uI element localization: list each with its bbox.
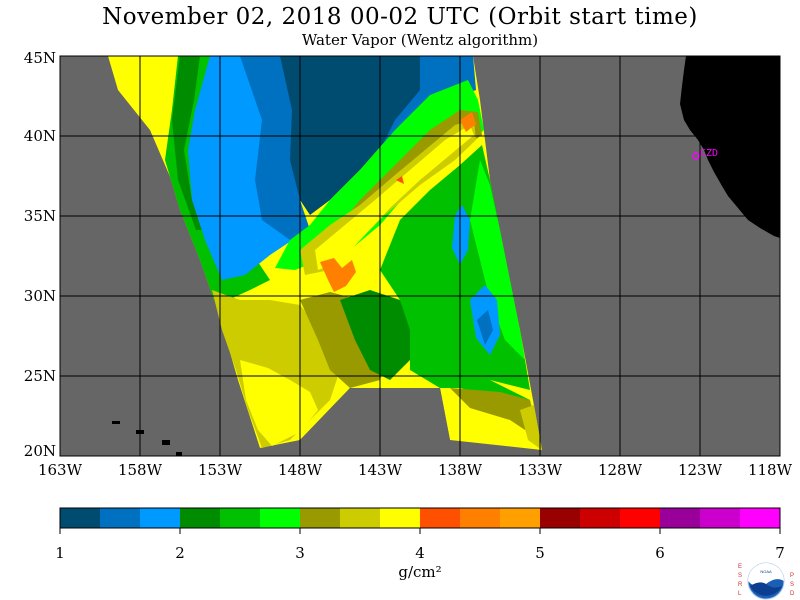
colorbar-tick-label: 3 [295,544,305,562]
colorbar-swatch [740,508,781,528]
noaa-logo: E S R L P S D NOAA [738,562,795,600]
colorbar-swatch [460,508,501,528]
lon-label: 123W [677,461,723,479]
colorbar-tick-label: 6 [655,544,665,562]
lon-label: 133W [517,461,563,479]
colorbar-tick-label: 7 [775,544,785,562]
lon-label: 143W [357,461,403,479]
lon-label: 138W [437,461,483,479]
colorbar-swatch [700,508,741,528]
lat-label: 35N [23,207,56,225]
colorbar [60,508,781,528]
lon-label: 153W [197,461,243,479]
lon-label: 118W [747,461,793,479]
colorbar-swatch [100,508,141,528]
colorbar-swatch [180,508,221,528]
lat-label: 40N [23,127,56,145]
logo-psd-letter: D [790,591,795,597]
colorbar-swatch [580,508,621,528]
colorbar-tick-label: 2 [175,544,185,562]
colorbar-swatch [340,508,381,528]
station-marker [692,152,700,160]
map-subtitle: Water Vapor (Wentz algorithm) [301,31,539,49]
lat-label: 25N [23,367,56,385]
colorbar-swatch [60,508,101,528]
colorbar-units: g/cm² [398,563,442,581]
logo-esrl-letter: R [738,582,743,588]
lon-label: 163W [37,461,83,479]
colorbar-swatch [140,508,181,528]
logo-esrl-letter: E [738,564,742,570]
map-frame [59,55,781,457]
logo-noaa-text: NOAA [760,569,772,574]
colorbar-ticks [59,528,781,534]
logo-esrl-letter: S [738,573,742,579]
colorbar-tick-label: 1 [55,544,65,562]
colorbar-tick-label: 4 [415,544,425,562]
colorbar-swatch [220,508,261,528]
lat-label: 45N [23,49,56,67]
colorbar-swatch [500,508,541,528]
lon-label: 128W [597,461,643,479]
colorbar-swatch [300,508,341,528]
graticule [60,56,780,456]
colorbar-swatch [260,508,301,528]
colorbar-swatch [620,508,661,528]
lon-label: 148W [277,461,323,479]
colorbar-swatch [420,508,461,528]
lat-label: 30N [23,287,56,305]
lat-label: 20N [23,442,56,460]
colorbar-swatch [660,508,701,528]
colorbar-tick-label: 5 [535,544,545,562]
map-title: November 02, 2018 00-02 UTC (Orbit start… [102,4,698,30]
colorbar-swatch [380,508,421,528]
logo-esrl-letter: L [738,591,742,597]
land-california [680,56,780,238]
lon-label: 158W [117,461,163,479]
colorbar-swatch [540,508,581,528]
logo-psd-letter: P [790,573,794,579]
station-label: CZD [700,148,718,159]
logo-psd-letter: S [790,582,794,588]
